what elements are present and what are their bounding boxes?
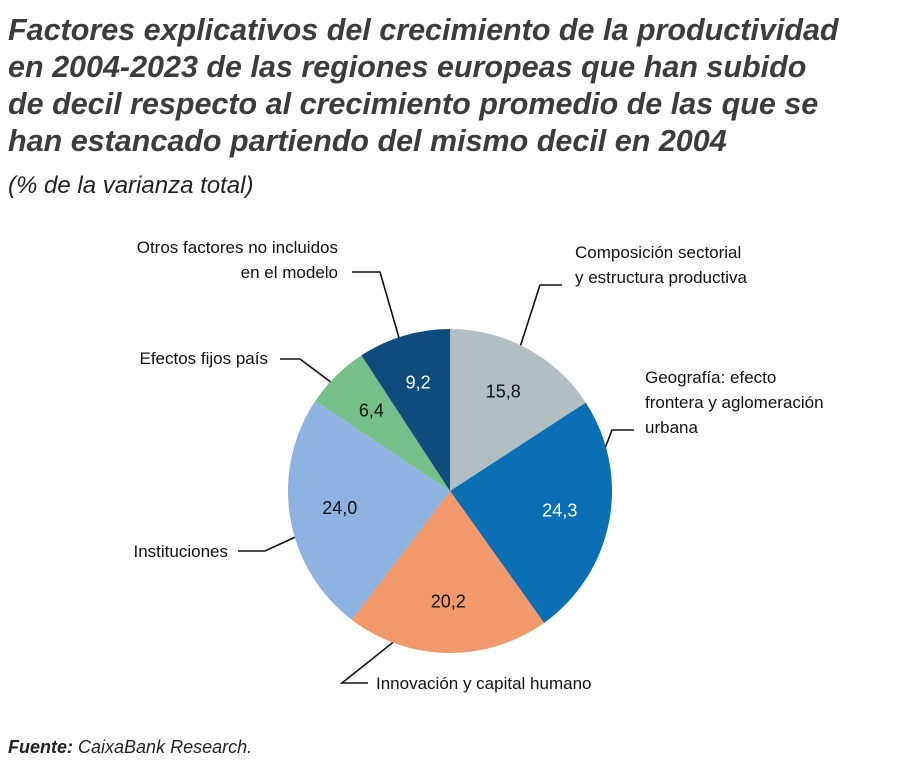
category-label-line: en el modelo <box>240 263 338 282</box>
category-label: Instituciones <box>134 539 229 564</box>
category-label-line: Efectos fijos país <box>139 349 268 368</box>
value-label: 24,3 <box>542 501 577 521</box>
pie-slice <box>315 355 450 491</box>
category-label-line: Geografía: efecto <box>645 368 777 387</box>
title-line: en 2004-2023 de las regiones europeas qu… <box>8 50 807 84</box>
title-line: han estancado partiendo del mismo decil … <box>8 124 727 158</box>
category-label: Innovación y capital humano <box>376 671 591 696</box>
pie-slice <box>351 491 545 653</box>
value-label: 20,2 <box>431 592 466 612</box>
leader-line <box>339 623 417 684</box>
title-line: Factores explicativos del crecimiento de… <box>8 13 839 47</box>
category-label-line: frontera y aglomeración <box>645 393 824 412</box>
category-label: Geografía: efecto frontera y aglomeración… <box>645 365 824 440</box>
category-label-line: Otros factores no incluidos <box>136 238 338 257</box>
title-line: de decil respecto al crecimiento promedi… <box>8 87 819 121</box>
category-label-line: Innovación y capital humano <box>376 674 592 693</box>
value-label: 24,0 <box>322 498 357 518</box>
chart-subtitle: (% de la varianza total) <box>8 172 254 199</box>
category-label-line: urbana <box>645 418 698 437</box>
pie-slice <box>288 400 450 620</box>
source: Fuente: CaixaBank Research. <box>8 737 252 758</box>
category-label-line: y estructura productiva <box>575 268 747 287</box>
value-label: 6,4 <box>359 400 384 420</box>
category-label-line: Composición sectorial <box>575 243 742 262</box>
category-label-line: Instituciones <box>133 542 229 561</box>
pie-slice <box>361 329 450 491</box>
pie-slice <box>450 402 612 623</box>
value-label: 15,8 <box>486 381 521 401</box>
category-label: Efectos fijos país <box>139 346 268 371</box>
leader-line <box>280 358 337 387</box>
leader-line <box>352 271 407 363</box>
leader-line <box>238 533 303 552</box>
category-label: Otros factores no incluidos en el modelo <box>137 235 338 285</box>
source-label: Fuente: <box>8 737 73 757</box>
value-label: 9,2 <box>406 373 431 393</box>
chart-title: Factores explicativos del crecimiento de… <box>8 12 839 160</box>
pie-slice <box>450 329 586 491</box>
category-label: Composición sectorial y estructura produc… <box>575 240 747 290</box>
source-text: CaixaBank Research. <box>78 737 253 757</box>
leader-line <box>511 284 562 373</box>
